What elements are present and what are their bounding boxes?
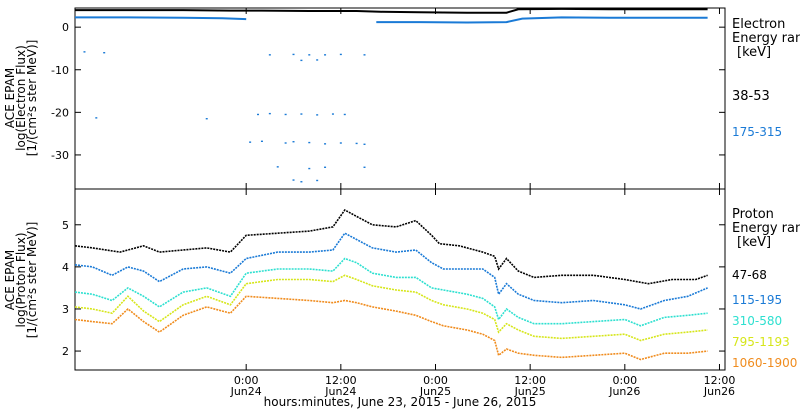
x-tick-time-label: 12:00 [514, 374, 546, 387]
proton-legend-ch4: 795-1193 [732, 335, 790, 349]
x-tick-time-label: 0:00 [423, 374, 448, 387]
electron-sparse-point [308, 141, 311, 144]
proton-ytick-label: 5 [62, 219, 69, 232]
electron-sparse-point [363, 166, 366, 168]
electron-sparse-point [276, 166, 279, 168]
electron-ylabel: ACE EPAM log(Electron Flux) [1/(cm²s ste… [3, 40, 39, 157]
electron-sparse-point [300, 113, 303, 115]
proton-series-310-580 [74, 257, 708, 327]
proton-legend-ch1: 47-68 [732, 268, 767, 282]
proton-ylabel-line3: [1/(cm²s ster MeV)] [25, 222, 39, 339]
electron-ytick-label: -10 [51, 64, 69, 77]
proton-legend-ch2: 115-195 [732, 293, 782, 307]
electron-series-175-315-b [376, 16, 708, 24]
electron-sparse-point [331, 113, 334, 115]
electron-sparse-point [324, 54, 327, 56]
x-tick-time-label: 12:00 [325, 374, 357, 387]
proton-ytick-label: 3 [62, 303, 69, 316]
electron-ytick-label: -20 [51, 106, 69, 119]
electron-sparse-point [83, 51, 86, 53]
electron-sparse-point [339, 142, 342, 144]
proton-ylabel-line2: log(Proton Flux) [14, 232, 28, 327]
electron-sparse-point [103, 52, 106, 54]
proton-ytick-label: 2 [62, 345, 69, 358]
electron-ytick-label: -30 [51, 149, 69, 162]
electron-sparse-point [343, 113, 346, 116]
electron-sparse-point [95, 117, 98, 119]
proton-legend-ch3: 310-580 [732, 314, 782, 328]
proton-series-115-195 [74, 232, 708, 310]
proton-legend-title: Proton [732, 207, 774, 222]
proton-ylabel-line1: ACE EPAM [3, 250, 17, 310]
electron-sparse-point [316, 59, 319, 61]
x-tick-date-label: Jun25 [419, 385, 451, 398]
x-tick-date-label: Jun25 [514, 385, 546, 398]
electron-series-group [75, 7, 708, 183]
electron-sparse-point [284, 113, 287, 116]
proton-legend-unit: [keV] [737, 235, 771, 250]
electron-sparse-point [292, 53, 295, 56]
electron-sparse-point [308, 167, 311, 170]
electron-legend-subtitle: Energy ran [732, 31, 800, 46]
electron-legend-ch2: 175-315 [732, 125, 782, 139]
electron-sparse-point [205, 118, 208, 120]
electron-sparse-point [316, 179, 319, 182]
x-tick-time-label: 0:00 [234, 374, 259, 387]
electron-sparse-point [363, 54, 366, 56]
electron-ylabel-line2: log(Electron Flux) [14, 45, 28, 151]
electron-sparse-point [339, 53, 342, 56]
electron-series-175-315-a [75, 16, 247, 21]
electron-sparse-point [355, 142, 358, 145]
proton-legend-ch5: 1060-1900 [732, 356, 797, 370]
electron-sparse-point [260, 140, 263, 143]
x-tick-date-label: Jun24 [324, 385, 356, 398]
x-tick-time-label: 12:00 [704, 374, 736, 387]
electron-panel-frame [74, 7, 726, 190]
electron-legend-unit: [keV] [737, 45, 771, 60]
x-axis-label: hours:minutes, June 23, 2015 - June 26, … [264, 395, 537, 409]
proton-legend-subtitle: Energy ran [732, 221, 800, 236]
electron-legend-title: Electron [732, 17, 785, 32]
electron-sparse-point [316, 114, 319, 116]
proton-series-1060-1900 [74, 295, 708, 361]
electron-sparse-point [324, 166, 327, 168]
electron-sparse-point [308, 54, 311, 56]
electron-ylabel-line1: ACE EPAM [3, 68, 17, 128]
electron-sparse-point [324, 143, 327, 145]
electron-ytick-label: 0 [62, 21, 69, 34]
electron-y-ticks: 0 -10 -20 -30 [51, 21, 725, 162]
electron-legend-ch1: 38-53 [732, 89, 770, 104]
electron-series-38-53 [75, 7, 708, 14]
x-tick-date-label: Jun26 [608, 385, 640, 398]
electron-sparse-point [300, 181, 303, 183]
electron-sparse-point [268, 112, 271, 115]
proton-panel-frame [74, 188, 726, 371]
x-tick-time-label: 0:00 [612, 374, 637, 387]
proton-series-795-1193 [74, 274, 708, 342]
electron-sparse-point [292, 141, 295, 143]
x-tick-date-label: Jun26 [703, 385, 735, 398]
electron-sparse-point [249, 141, 252, 143]
x-axis-ticks: 0:00Jun2412:00Jun240:00Jun2512:00Jun250:… [230, 8, 736, 398]
x-tick-date-label: Jun24 [230, 385, 262, 398]
electron-sparse-point [257, 113, 260, 116]
electron-sparse-point [300, 59, 303, 62]
electron-sparse-point [284, 142, 287, 144]
proton-ytick-label: 4 [62, 261, 69, 274]
proton-series-47-68 [74, 208, 708, 285]
electron-sparse-point [268, 54, 271, 56]
proton-ylabel: ACE EPAM log(Proton Flux) [1/(cm²s ster … [3, 222, 39, 339]
electron-ylabel-line3: [1/(cm²s ster MeV)] [25, 40, 39, 157]
proton-series-group [74, 208, 708, 361]
electron-sparse-point [363, 143, 366, 145]
electron-sparse-point [292, 179, 295, 181]
proton-y-ticks: 2 3 4 5 [62, 219, 725, 358]
